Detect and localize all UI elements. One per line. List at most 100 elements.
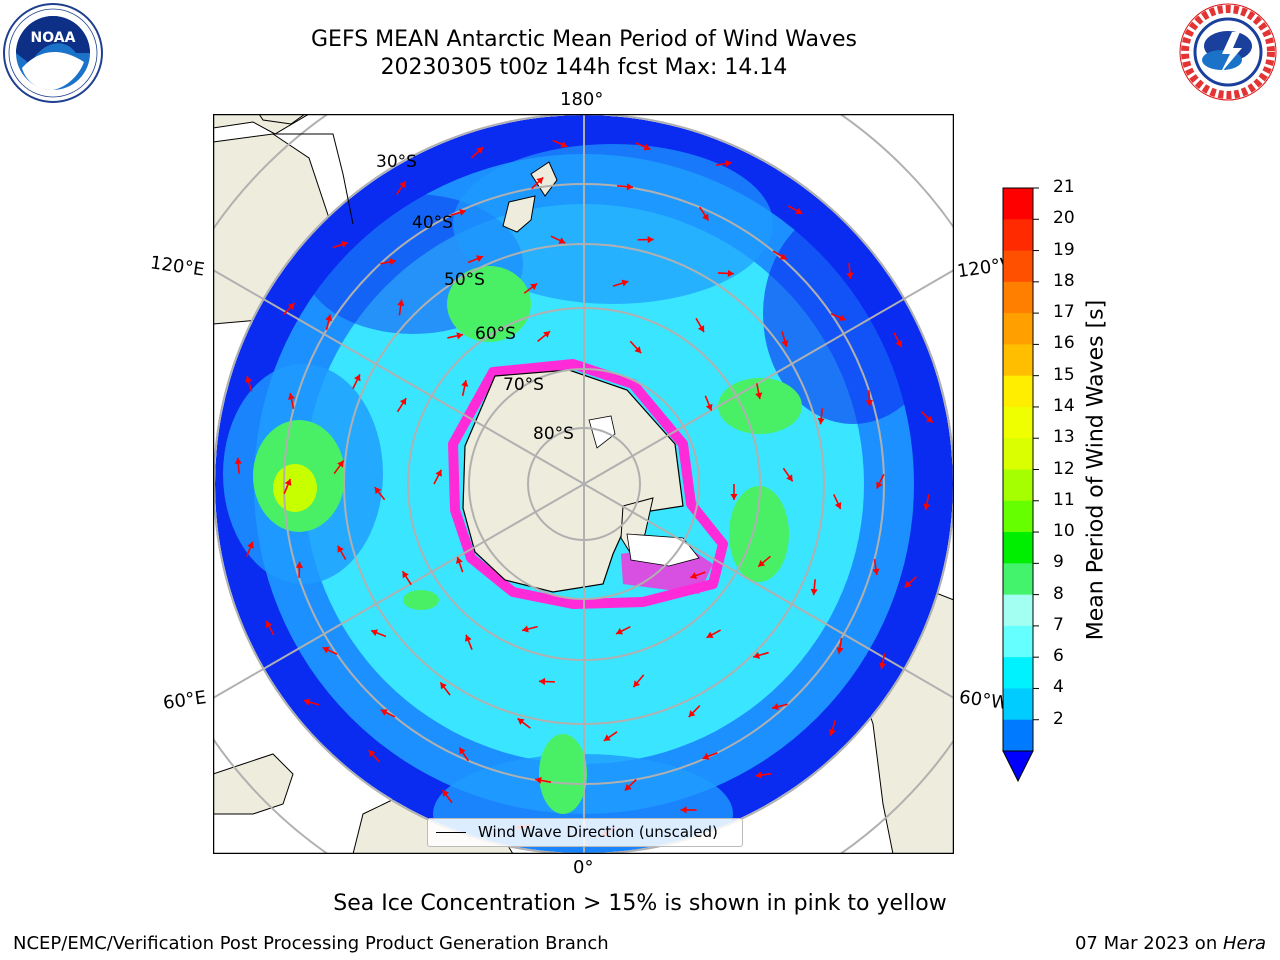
land-antarctica <box>462 369 684 593</box>
wind-wave-arrow-head <box>872 568 880 575</box>
wind-wave-arrow-head <box>399 398 407 406</box>
colorbar-tick-label: 4 <box>1053 677 1064 698</box>
colorbar-segment <box>1003 500 1033 533</box>
colorbar-segment <box>1003 563 1033 596</box>
wind-wave-arrow-head <box>624 783 632 791</box>
wind-wave-arrow-head <box>621 279 629 287</box>
land-new-zealand-north <box>530 161 558 197</box>
footer-date: 07 Mar 2023 on Hera <box>1075 933 1266 954</box>
wind-wave-arrow-head <box>647 236 654 244</box>
wind-wave-arrow-head <box>247 541 254 549</box>
wind-wave-arrow-head <box>779 253 787 260</box>
land-new-zealand-south <box>502 195 536 233</box>
map-legend: Wind Wave Direction (unscaled) <box>427 818 743 847</box>
wind-wave-arrow-head <box>702 213 709 221</box>
lat-label-80s: 80°S <box>533 424 574 444</box>
colorbar-tick-label: 15 <box>1053 364 1075 385</box>
wind-wave-arrow-head <box>371 629 379 637</box>
colorbar-segment <box>1003 406 1033 439</box>
wind-wave-arrow-head <box>688 710 696 718</box>
wind-wave-arrow-head <box>287 303 295 310</box>
wind-wave-arrow-head <box>368 750 376 758</box>
wind-wave-arrow-head <box>337 545 344 553</box>
colorbar-tick-label: 2 <box>1053 708 1064 729</box>
noaa-logo-text: NOAA <box>31 30 76 46</box>
wind-wave-arrow-head <box>456 332 464 340</box>
wind-wave-arrow-head <box>295 561 304 568</box>
wind-wave-arrow-head <box>234 457 242 464</box>
lon-label-180: 180° <box>560 89 604 110</box>
colorbar-tick-label: 14 <box>1053 395 1075 416</box>
wind-wave-arrow-head <box>322 646 330 654</box>
wind-wave-arrow-head <box>476 147 484 154</box>
wind-wave-arrow-head <box>399 181 406 189</box>
colorbar-segment <box>1003 250 1033 283</box>
wind-wave-arrow-head <box>680 806 687 814</box>
wind-wave-arrow-head <box>634 346 642 354</box>
wind-wave-arrow-head <box>923 503 931 511</box>
colorbar-segment <box>1003 188 1033 220</box>
wind-wave-arrow-head <box>245 376 253 383</box>
wind-wave-arrow-head <box>904 580 912 588</box>
colorbar-tick-label: 6 <box>1053 646 1064 667</box>
wind-wave-arrow-head <box>603 734 611 741</box>
footer-credit: NCEP/EMC/Verification Post Processing Pr… <box>13 933 609 954</box>
wind-wave-arrow-head <box>705 403 713 411</box>
wind-wave-arrow-head <box>626 183 633 191</box>
wind-wave-arrow-head <box>265 620 273 628</box>
legend-label: Wind Wave Direction (unscaled) <box>478 823 718 841</box>
wind-wave-arrow-head <box>337 460 344 468</box>
colorbar-tick-label: 21 <box>1053 177 1075 197</box>
wind-wave-arrow-head <box>786 474 793 482</box>
wind-wave-arrow-head <box>435 469 442 477</box>
wind-wave-arrow-head <box>530 283 538 291</box>
wind-wave-arrow-head <box>925 415 933 423</box>
wind-wave-arrow-head <box>402 571 409 579</box>
wind-wave-arrow-head <box>706 631 714 638</box>
footer-date-text: 07 Mar 2023 on <box>1074 933 1223 954</box>
wind-wave-arrow-head <box>536 177 544 185</box>
wind-wave-arrow-head <box>730 494 738 500</box>
colorbar-segment <box>1003 281 1033 314</box>
wind-wave-arrow-head <box>817 417 825 425</box>
land-madagascar <box>213 753 294 815</box>
colorbar-segment <box>1003 219 1033 252</box>
wind-wave-arrow-head <box>643 143 651 151</box>
colorbar-segment <box>1003 657 1033 689</box>
colorbar-tick-label: 13 <box>1053 427 1075 448</box>
colorbar-segment <box>1003 375 1033 408</box>
wind-wave-arrow-head <box>461 380 469 387</box>
weddell-sea-open <box>626 533 700 567</box>
colorbar-tick-label: 11 <box>1053 489 1075 510</box>
wind-wave-arrow-head <box>810 588 818 596</box>
wind-wave-arrow-head <box>287 393 295 400</box>
wind-wave-arrow-head <box>522 625 529 633</box>
colorbar-tick-label: 7 <box>1053 614 1064 635</box>
wind-wave-arrow-head <box>535 776 542 784</box>
wind-wave-arrow-head <box>702 753 710 760</box>
wind-wave-arrow-head <box>341 241 348 248</box>
wind-wave-arrow-head <box>834 501 842 509</box>
footer-host: Hera <box>1222 933 1266 954</box>
wind-wave-arrow-head <box>543 331 551 338</box>
wind-wave-arrow-head <box>758 559 766 567</box>
chart-title: GEFS MEAN Antarctic Mean Period of Wind … <box>311 27 857 52</box>
colorbar-tick-label: 18 <box>1053 270 1075 291</box>
lat-label-30s: 30°S <box>376 152 417 172</box>
ross-ice-shelf <box>588 415 616 449</box>
colorbar-segment <box>1003 438 1033 470</box>
wind-wave-arrow-head <box>727 269 734 278</box>
colorbar-tick-label: 17 <box>1053 302 1075 323</box>
wind-wave-arrow-head <box>838 314 846 321</box>
wind-wave-arrow-head <box>476 255 483 262</box>
wind-wave-arrow-head <box>380 709 388 716</box>
wind-wave-arrows <box>234 139 934 837</box>
wind-wave-arrow-head <box>725 159 732 168</box>
wind-wave-arrow-head <box>560 141 568 148</box>
wind-wave-arrow-head <box>876 481 883 489</box>
wind-wave-arrow-head <box>690 572 698 579</box>
wave-patch-atlantic <box>539 734 587 814</box>
colorbar-under-arrow <box>1002 750 1034 783</box>
wind-wave-arrow-head <box>374 487 382 495</box>
colorbar-segment <box>1003 625 1033 658</box>
